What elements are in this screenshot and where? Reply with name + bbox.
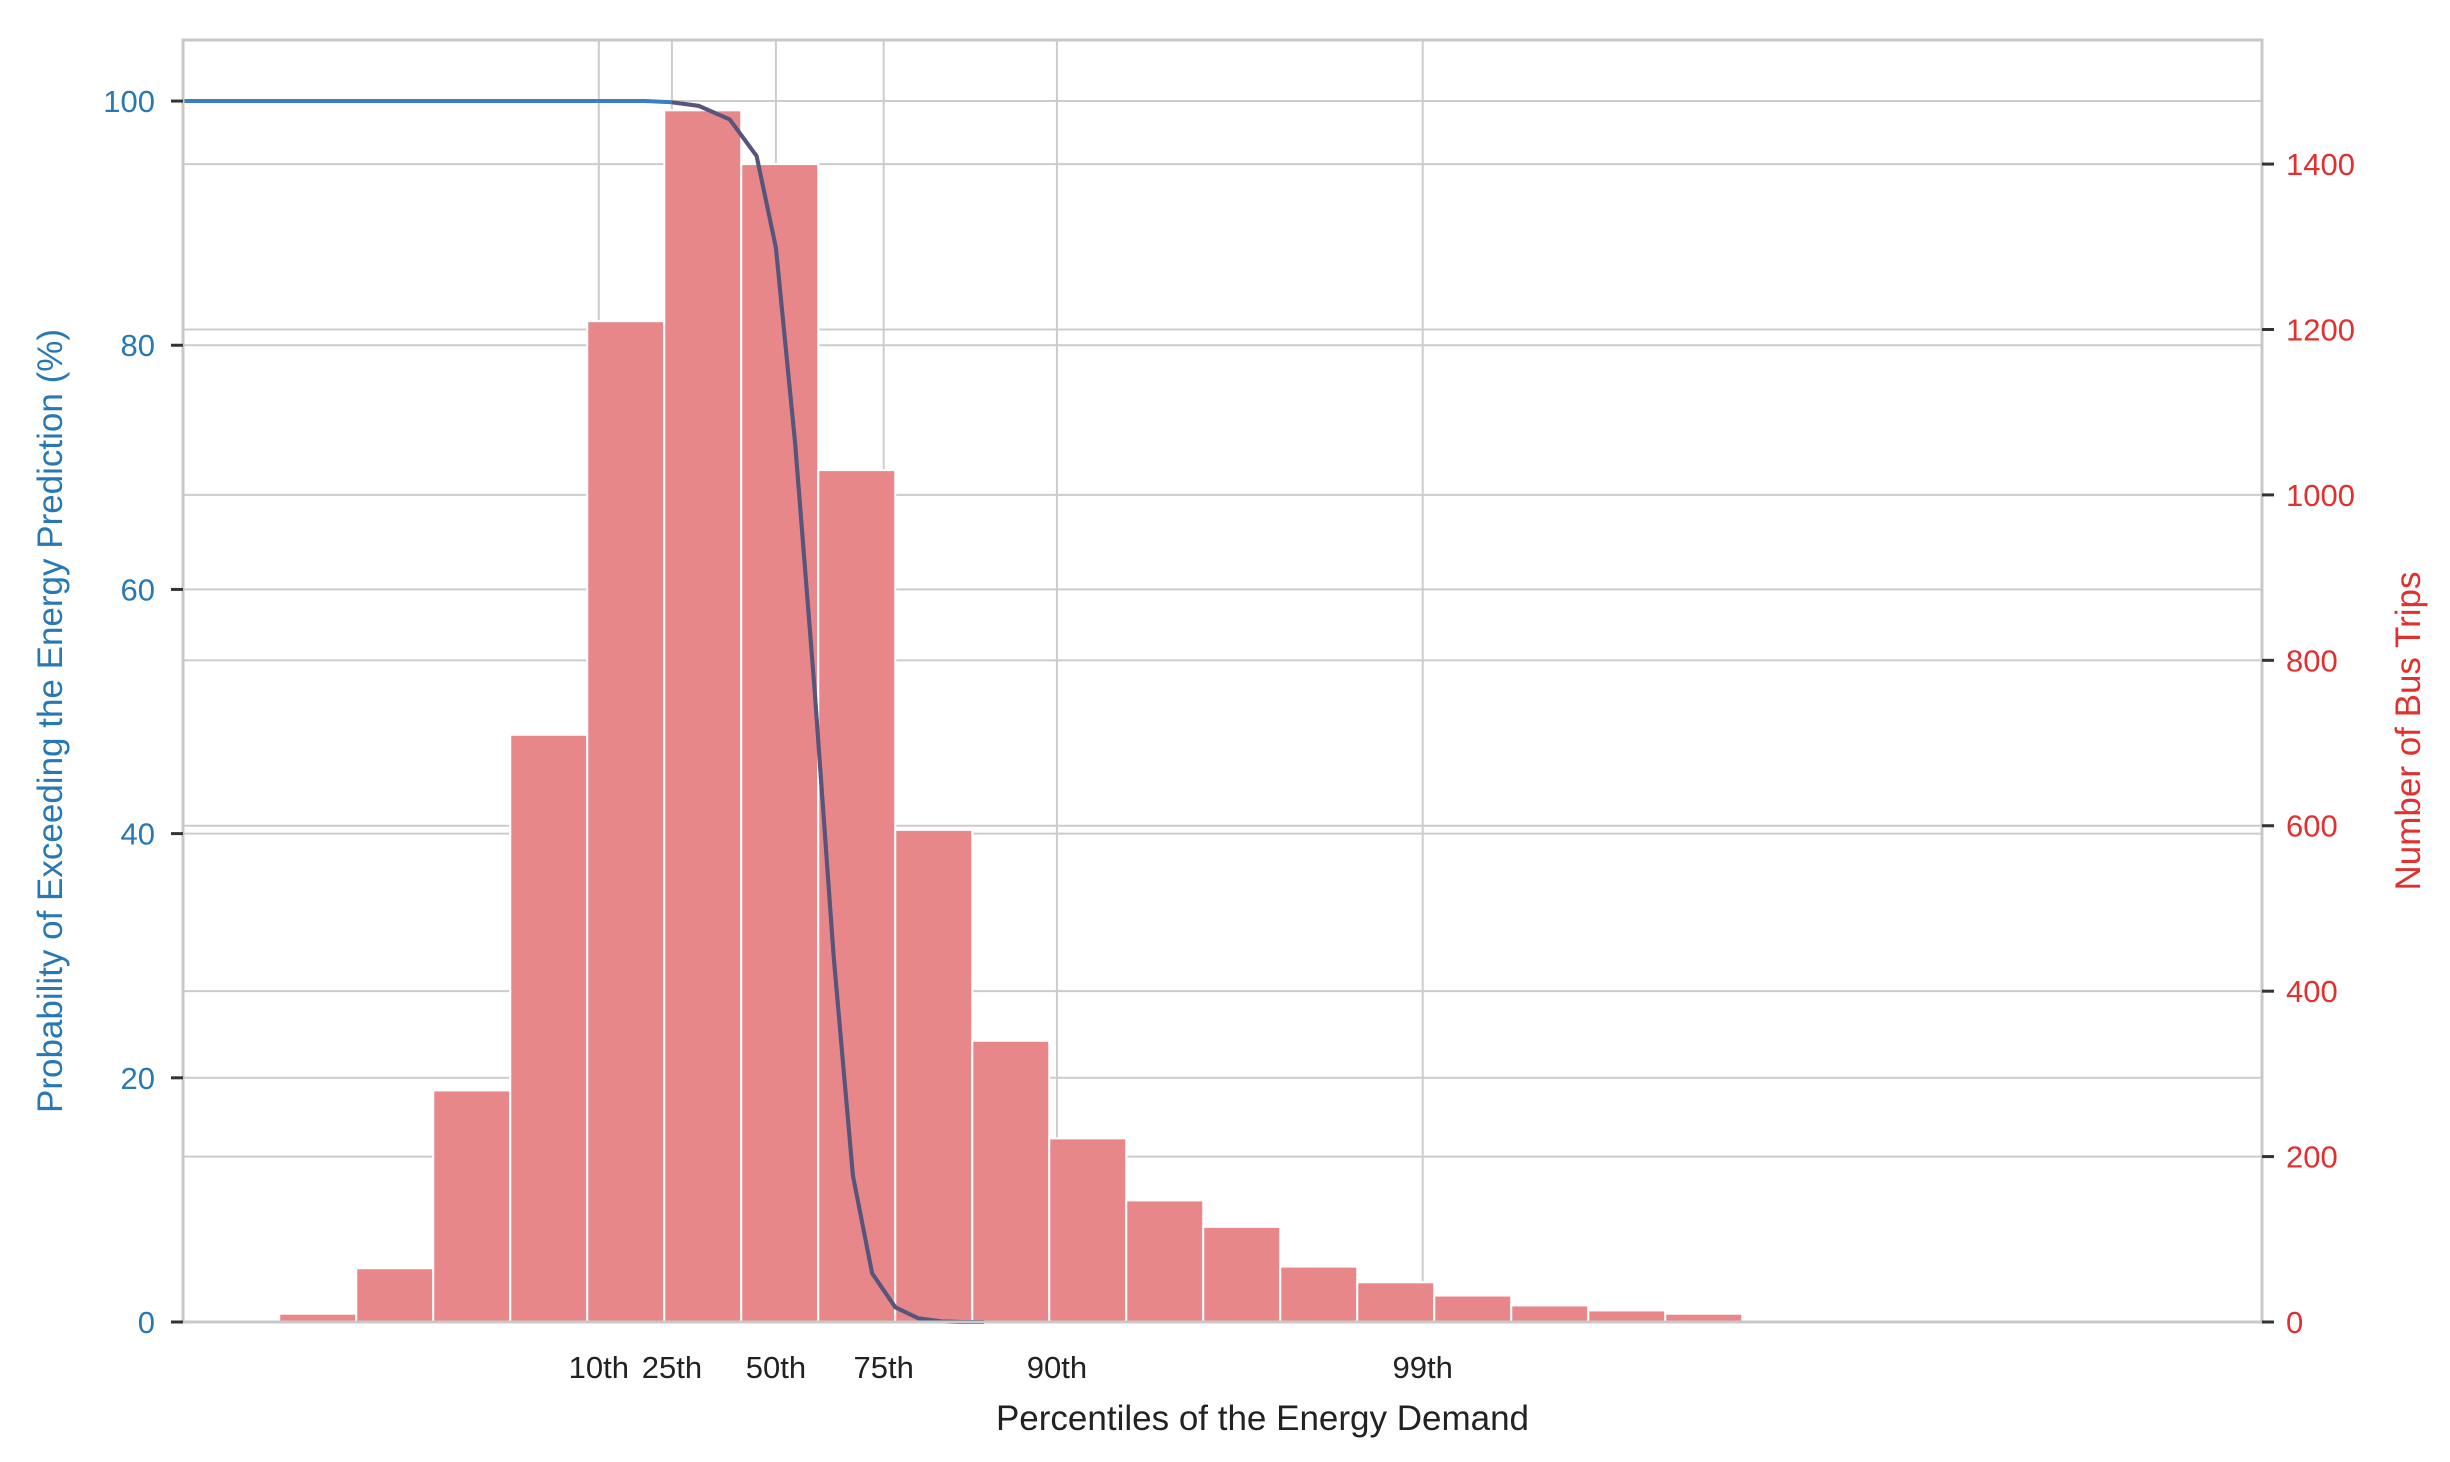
exceedance-line-overlap xyxy=(671,100,984,1324)
tick-label-bottom: 25th xyxy=(642,1350,702,1385)
tick-label-bottom: 75th xyxy=(854,1350,914,1385)
tick-label-right: 0 xyxy=(2286,1305,2303,1340)
histogram-bar xyxy=(586,320,666,1323)
tick-label-left: 60 xyxy=(121,572,155,607)
histogram-bar xyxy=(355,1267,435,1324)
histogram-bar xyxy=(1048,1137,1128,1323)
tick-label-left: 20 xyxy=(121,1061,155,1096)
tick-label-right: 1400 xyxy=(2286,147,2355,182)
tick-label-right: 1200 xyxy=(2286,312,2355,347)
y-axis-left-title: Probability of Exceeding the Energy Pred… xyxy=(31,329,70,1113)
right-axis: 0 200 400 600 800 1000 1200 1400 xyxy=(2262,147,2355,1340)
histogram-bar xyxy=(509,733,589,1323)
tick-label-bottom: 90th xyxy=(1027,1350,1087,1385)
tick-label-left: 40 xyxy=(121,817,155,852)
histogram-bar xyxy=(1356,1281,1436,1323)
histogram-bar xyxy=(1587,1309,1667,1324)
left-axis: 0 20 40 60 80 100 xyxy=(103,84,183,1340)
plot-frame xyxy=(181,38,2264,1324)
tick-label-left: 100 xyxy=(103,84,155,119)
histogram-bar xyxy=(740,163,820,1323)
histogram-bars xyxy=(278,109,1744,1324)
tick-label-left: 0 xyxy=(138,1305,155,1340)
tick-label-bottom: 99th xyxy=(1393,1350,1453,1385)
histogram-bar xyxy=(894,828,974,1324)
tick-label-right: 600 xyxy=(2286,809,2338,844)
histogram-bar xyxy=(432,1089,512,1324)
y-axis-right-title: Number of Bus Trips xyxy=(2389,572,2428,891)
histogram-bar xyxy=(971,1039,1051,1323)
tick-label-left: 80 xyxy=(121,328,155,363)
x-axis-title: Percentiles of the Energy Demand xyxy=(996,1399,1529,1438)
exceedance-line xyxy=(183,99,984,1324)
histogram-bar xyxy=(663,109,743,1323)
histogram-bar xyxy=(1202,1225,1282,1324)
tick-label-right: 400 xyxy=(2286,974,2338,1009)
bottom-axis: 10th 25th 50th 75th 90th 99th xyxy=(569,1350,1453,1385)
tick-label-bottom: 50th xyxy=(746,1350,806,1385)
histogram-bar xyxy=(1125,1199,1205,1323)
histogram-bar xyxy=(1433,1294,1513,1324)
tick-label-right: 800 xyxy=(2286,643,2338,678)
tick-label-right: 200 xyxy=(2286,1140,2338,1175)
tick-label-right: 1000 xyxy=(2286,478,2355,513)
histogram-bar xyxy=(1279,1265,1359,1323)
tick-label-bottom: 10th xyxy=(569,1350,629,1385)
histogram-bar xyxy=(1510,1304,1590,1323)
